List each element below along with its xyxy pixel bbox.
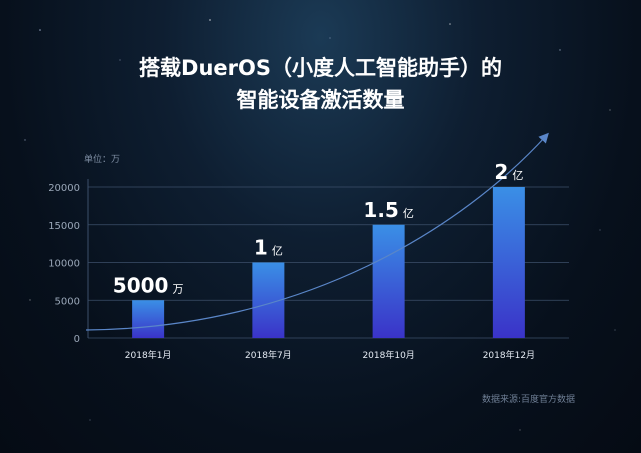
y-tick-label: 15000: [48, 221, 80, 232]
y-tick-label: 0: [74, 334, 80, 345]
data-label-value: 1.5: [363, 198, 398, 222]
data-label-unit: 亿: [512, 169, 523, 182]
y-tick-label: 20000: [48, 183, 80, 194]
growth-trend-arrow: [85, 132, 549, 331]
bar: [132, 300, 165, 338]
chart-title: 搭载DuerOS（小度人工智能助手）的 智能设备激活数量: [0, 52, 641, 116]
x-category-label: 2018年12月: [483, 349, 535, 361]
bar: [492, 187, 525, 338]
data-source-note: 数据来源:百度官方数据: [481, 395, 575, 405]
bar: [372, 224, 405, 338]
data-label-unit: 万: [172, 282, 183, 295]
x-category-label: 2018年1月: [125, 349, 172, 361]
data-label: 5000 万: [113, 273, 184, 297]
data-label-value: 1: [254, 236, 268, 260]
data-label-unit: 亿: [403, 207, 414, 220]
unit-label: 单位：万: [84, 155, 121, 165]
data-label: 1.5 亿: [363, 198, 413, 222]
y-tick-label: 5000: [55, 296, 80, 307]
chart-title-line-2: 智能设备激活数量: [236, 88, 405, 112]
data-label-value: 2: [494, 160, 508, 184]
data-label-unit: 亿: [272, 245, 283, 258]
chart-title-line-1: 搭载DuerOS（小度人工智能助手）的: [139, 56, 502, 80]
y-tick-label: 10000: [48, 259, 80, 270]
x-category-label: 2018年7月: [245, 349, 292, 361]
data-label-value: 5000: [113, 273, 169, 297]
x-category-label: 2018年10月: [362, 349, 414, 361]
